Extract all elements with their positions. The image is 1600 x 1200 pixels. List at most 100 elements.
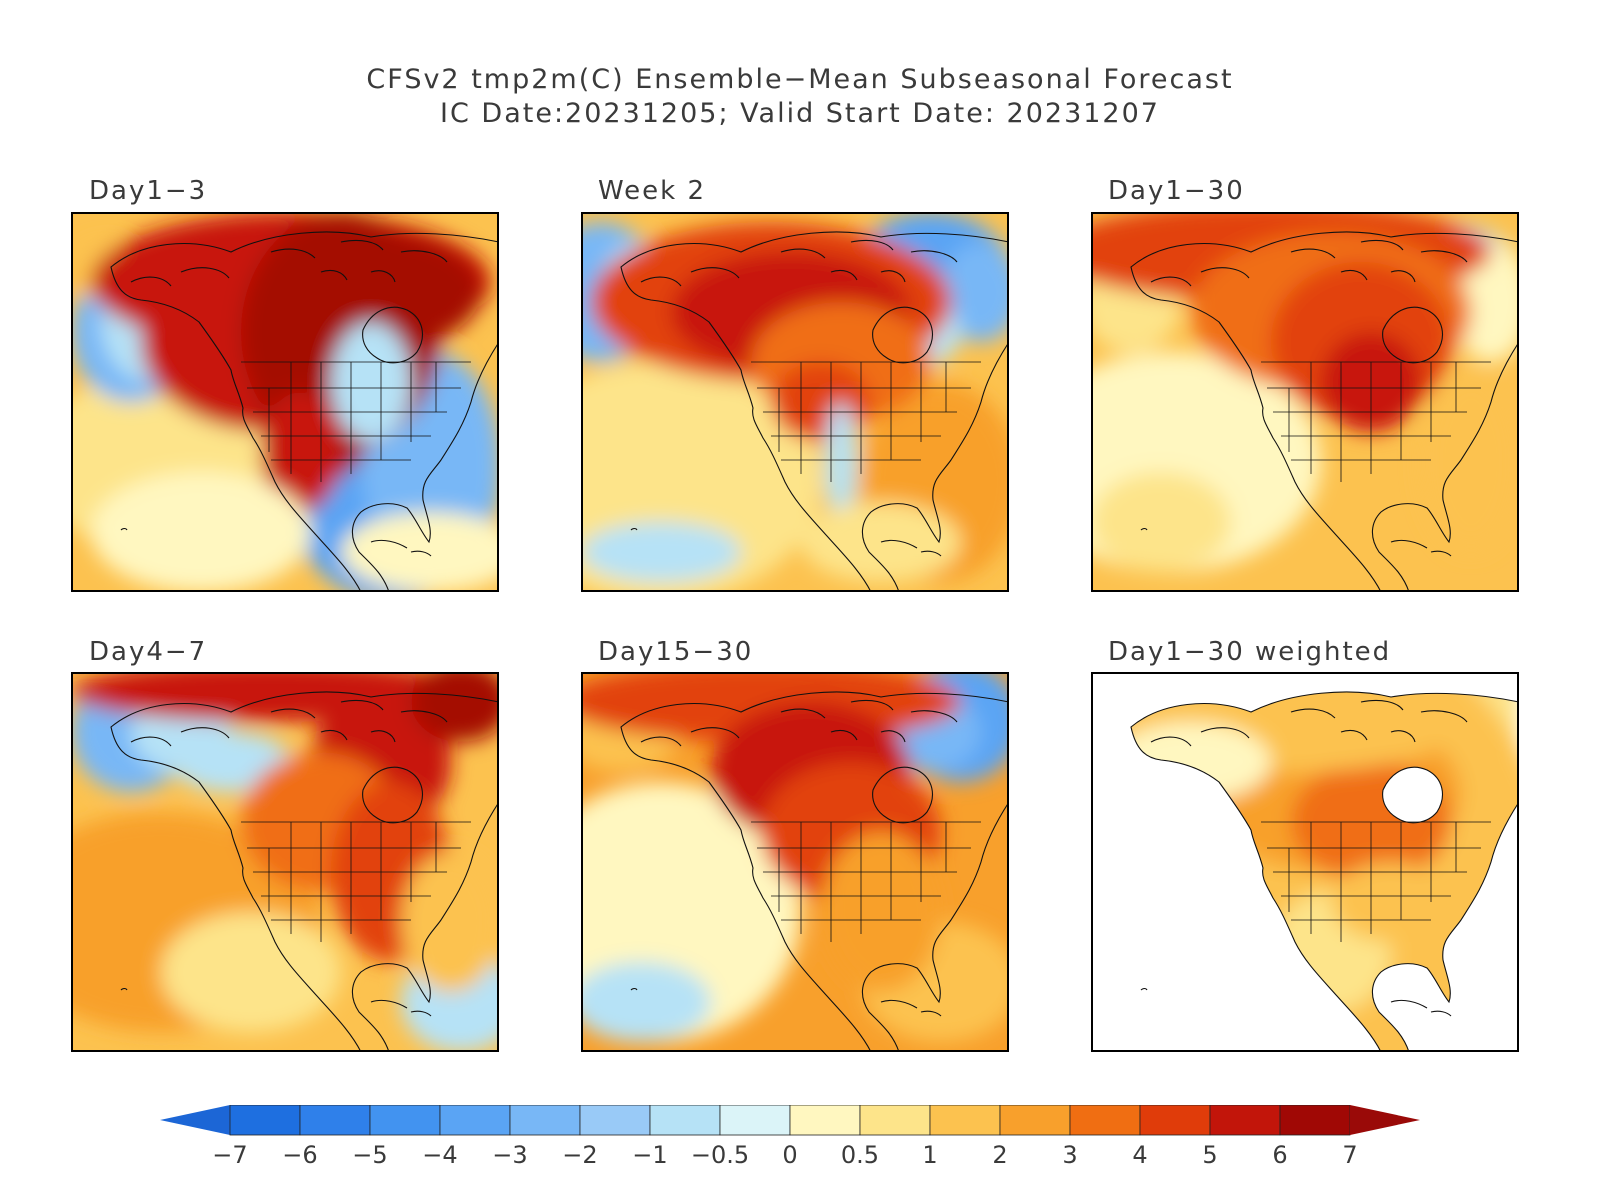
- state-borders: [1261, 361, 1491, 482]
- anomaly-blob: [941, 242, 1009, 342]
- colorbar-tick-label: 1: [922, 1141, 937, 1169]
- anomaly-blob: [821, 832, 941, 992]
- anomaly-field: [581, 212, 1009, 592]
- coastline-outlines: [620, 231, 1009, 592]
- map-svg: [1091, 672, 1519, 1052]
- coastline: [640, 699, 958, 747]
- coastline-outlines: [110, 691, 499, 1052]
- anomaly-blob: [161, 912, 341, 1032]
- map-svg: [581, 672, 1009, 1052]
- map-panel-day1-30-weighted: [1091, 672, 1519, 1052]
- anomaly-blob: [341, 512, 499, 592]
- colorbar-tick-label: 0.5: [841, 1141, 879, 1169]
- panel-label-day1-3: Day1−3: [89, 176, 208, 206]
- coastline: [130, 239, 448, 287]
- colorbar-box: [999, 1104, 1071, 1136]
- colorbar-box: [929, 1104, 1001, 1136]
- coastline: [1140, 987, 1452, 1017]
- colorbar-tick-label: −0.5: [691, 1141, 749, 1169]
- colorbar-box: [1279, 1104, 1351, 1136]
- coastline: [630, 987, 942, 1017]
- coastline: [872, 766, 933, 824]
- coastline: [1150, 699, 1468, 747]
- anomaly-blob: [331, 322, 411, 442]
- colorbar-tick-label: −2: [562, 1141, 597, 1169]
- colorbar-high-arrow: [1350, 1105, 1420, 1135]
- coastline: [630, 527, 942, 557]
- map-svg: [71, 672, 499, 1052]
- colorbar-tick-label: 4: [1132, 1141, 1147, 1169]
- panel-label-day1-30-weighted: Day1−30 weighted: [1108, 637, 1392, 667]
- anomaly-blob: [581, 962, 711, 1042]
- panel-frame: [1091, 672, 1519, 1052]
- colorbar-tick-label: −5: [352, 1141, 387, 1169]
- coastline: [110, 231, 499, 592]
- state-borders: [751, 361, 981, 482]
- coastline: [1130, 691, 1519, 1052]
- coastline: [1150, 239, 1468, 287]
- colorbar-tick-label: −1: [632, 1141, 667, 1169]
- colorbar-box: [299, 1104, 371, 1136]
- colorbar-box: [719, 1104, 791, 1136]
- map-svg: [71, 212, 499, 592]
- state-borders: [1261, 821, 1491, 942]
- colorbar-low-arrow: [160, 1105, 230, 1135]
- anomaly-blob: [581, 522, 741, 582]
- figure-title-line-2: IC Date:20231205; Valid Start Date: 2023…: [440, 98, 1160, 129]
- colorbar-box: [1139, 1104, 1211, 1136]
- colorbar-box: [649, 1104, 721, 1136]
- coastline: [1382, 306, 1443, 364]
- map-svg: [581, 212, 1009, 592]
- coastline: [120, 987, 432, 1017]
- panel-frame: [1091, 212, 1519, 592]
- colorbar-box: [509, 1104, 581, 1136]
- panel-frame: [71, 212, 499, 592]
- coastline: [362, 766, 423, 824]
- hudson-bay: [1382, 767, 1443, 823]
- panel-frame: [71, 672, 499, 1052]
- coastline-outlines: [620, 691, 1009, 1052]
- colorbar-tick-label: −7: [212, 1141, 247, 1169]
- colorbar-tick-label: 2: [992, 1141, 1007, 1169]
- colorbar-svg: −7 −6 −5 −4 −3 −2 −1 −0.5 0 0.5 1 2 3 4 5 6 7: [160, 1104, 1420, 1169]
- coastline: [120, 527, 432, 557]
- colorbar-box: [579, 1104, 651, 1136]
- colorbar-tick-label: −4: [422, 1141, 457, 1169]
- colorbar-tick-label: 0: [782, 1141, 797, 1169]
- coastline: [620, 691, 1009, 1052]
- state-borders: [751, 821, 981, 942]
- colorbar-tick-label: 5: [1202, 1141, 1217, 1169]
- colorbar-box: [439, 1104, 511, 1136]
- anomaly-blob: [411, 672, 499, 742]
- colorbar-box: [859, 1104, 931, 1136]
- coastline-outlines: [1130, 691, 1519, 1052]
- map-panel-day4-7: [71, 672, 499, 1052]
- colorbar-tick-label: −6: [282, 1141, 317, 1169]
- map-panel-day15-30: [581, 672, 1009, 1052]
- map-panel-day1-30: [1091, 212, 1519, 592]
- figure-title-line-1: CFSv2 tmp2m(C) Ensemble−Mean Subseasonal…: [366, 64, 1234, 95]
- anomaly-blob: [1421, 372, 1519, 552]
- colorbar-box: [369, 1104, 441, 1136]
- map-panel-week-2: [581, 212, 1009, 592]
- anomaly-blob: [1331, 862, 1451, 942]
- coastline: [620, 231, 1009, 592]
- map-panel-day1-3: [71, 212, 499, 592]
- panel-label-week-2: Week 2: [598, 176, 707, 206]
- coastline: [130, 699, 448, 747]
- colorbar-box: [229, 1104, 301, 1136]
- panel-frame: [581, 672, 1009, 1052]
- panel-label-day1-30: Day1−30: [1108, 176, 1245, 206]
- colorbar-tick-label: −3: [492, 1141, 527, 1169]
- anomaly-field: [581, 672, 1009, 1042]
- panel-label-day15-30: Day15−30: [598, 637, 754, 667]
- anomaly-blob: [825, 402, 857, 522]
- coastline: [872, 306, 933, 364]
- panel-frame: [581, 212, 1009, 592]
- anomaly-blob: [771, 362, 871, 442]
- map-svg: [1091, 212, 1519, 592]
- state-borders: [241, 361, 471, 482]
- colorbar-box: [1209, 1104, 1281, 1136]
- colorbar-tick-label: 7: [1342, 1141, 1357, 1169]
- colorbar-tick-label: 6: [1272, 1141, 1287, 1169]
